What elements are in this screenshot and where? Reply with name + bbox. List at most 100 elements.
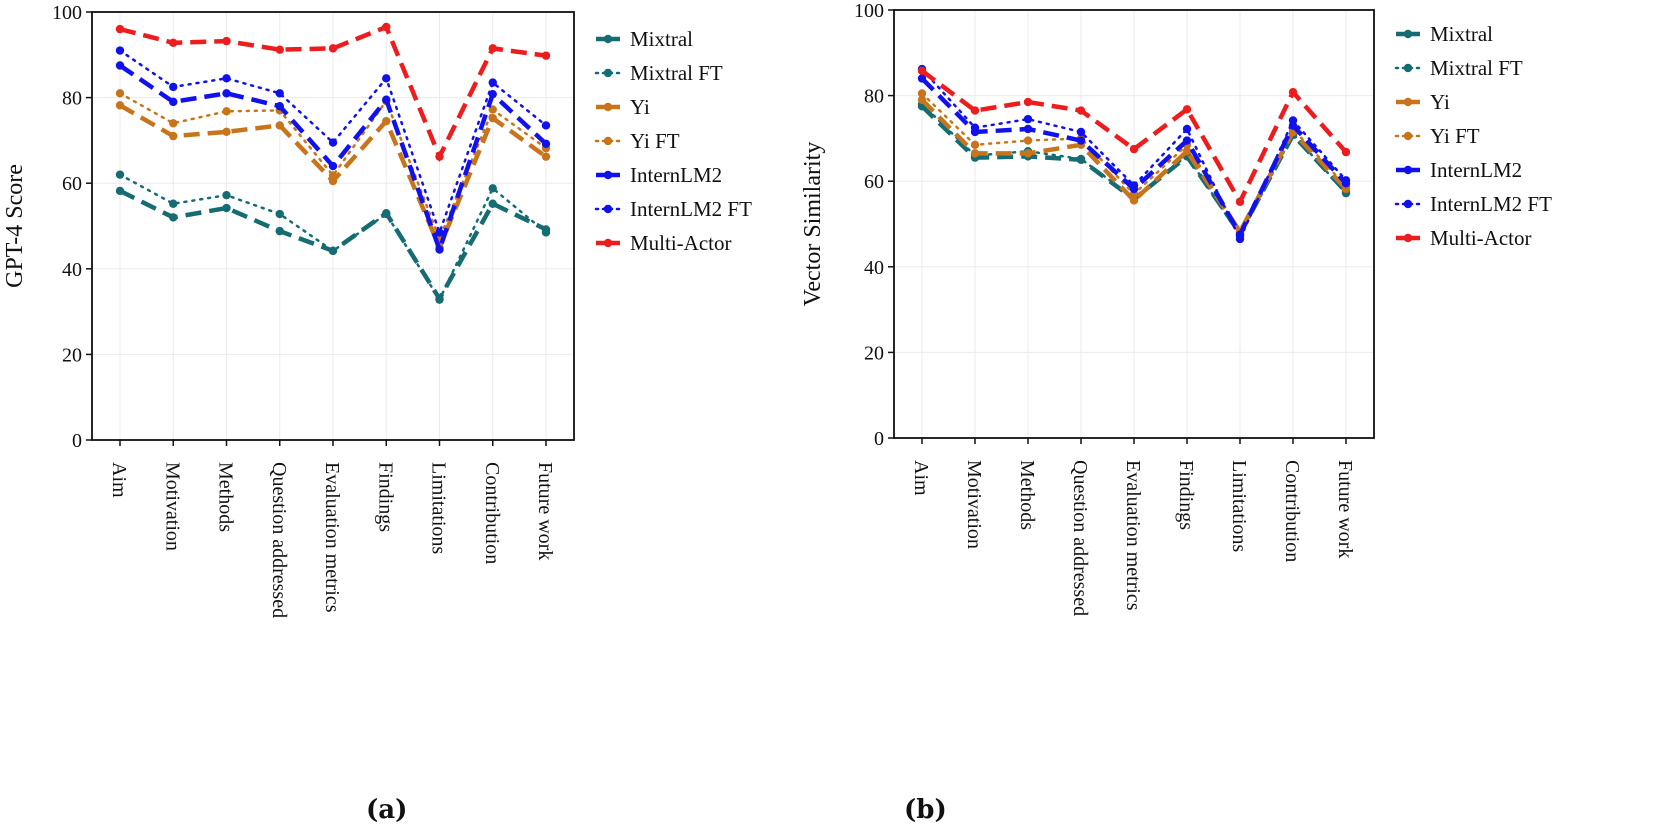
- legend-label-multi-actor: Multi-Actor: [1430, 226, 1531, 250]
- data-point-internlm2-ft: [488, 78, 497, 87]
- data-point-internlm2-ft: [1341, 176, 1351, 185]
- data-point-yi: [1023, 149, 1033, 158]
- data-point-internlm2: [917, 74, 927, 83]
- y-tick-label: 80: [864, 86, 884, 108]
- legend-b: Mixtral Mixtral FT Yi Yi FT InternLM2 InternL…: [1394, 22, 1552, 250]
- data-point-internlm2: [1076, 136, 1086, 145]
- data-point-internlm2-ft: [1182, 124, 1192, 134]
- data-point-internlm2: [1182, 136, 1192, 145]
- data-point-internlm2-ft: [435, 228, 444, 237]
- data-point-yi: [169, 131, 178, 141]
- data-point-multi-actor: [275, 45, 284, 54]
- data-point-internlm2-ft: [328, 138, 338, 147]
- data-point-yi: [970, 149, 980, 158]
- x-tick-label-limitations: Limitations: [428, 462, 450, 554]
- data-point-internlm2: [222, 89, 231, 98]
- data-point-multi-actor: [488, 44, 497, 53]
- data-point-internlm2-ft: [970, 123, 980, 132]
- data-point-multi-actor: [1341, 147, 1351, 157]
- chart-panel-a: 0 20 40 60 80 100 Aim Motivation Methods Question…: [2, 2, 575, 618]
- data-point-yi-ft: [222, 107, 231, 116]
- data-point-internlm2-ft: [1023, 114, 1033, 124]
- data-point-internlm2-ft: [115, 46, 125, 55]
- legend-marker-internlm2-ft: [603, 204, 613, 214]
- y-tick-label: 60: [62, 173, 82, 195]
- data-point-mixtral-ft: [1076, 154, 1086, 164]
- series-mixtral-ft: [115, 170, 551, 304]
- data-point-multi-actor: [1182, 105, 1192, 114]
- legend-label-mixtral: Mixtral: [1430, 22, 1493, 46]
- data-point-yi: [1129, 196, 1139, 205]
- data-point-internlm2: [382, 95, 391, 104]
- x-tick-label-future-work: Future work: [1334, 460, 1356, 558]
- legend-label-yi: Yi: [1430, 90, 1450, 114]
- legend-label-internlm2: InternLM2: [630, 163, 722, 187]
- data-point-internlm2-ft: [541, 121, 551, 130]
- data-point-mixtral-ft: [541, 228, 551, 237]
- data-point-multi-actor: [435, 152, 444, 161]
- series-line-internlm2-ft: [920, 67, 1348, 242]
- data-point-mixtral: [169, 213, 178, 222]
- y-axis-title: GPT-4 Score: [2, 164, 28, 288]
- data-point-yi-ft: [328, 171, 338, 180]
- series-internlm2: [115, 61, 551, 257]
- y-tick-label: 0: [72, 430, 82, 452]
- series-line-multi-actor: [920, 68, 1348, 207]
- series-multi-actor: [115, 22, 551, 163]
- legend-marker-mixtral: [1403, 29, 1413, 39]
- legend-label-multi-actor: Multi-Actor: [630, 231, 731, 255]
- data-point-multi-actor: [1076, 106, 1086, 115]
- legend-marker-internlm2: [603, 170, 613, 180]
- data-point-mixtral: [222, 203, 231, 213]
- x-tick-label-methods: Methods: [215, 462, 237, 532]
- series-line-multi-actor: [119, 24, 547, 163]
- legend-label-yi: Yi: [630, 95, 650, 119]
- y-tick-label: 20: [62, 344, 82, 366]
- data-point-mixtral-ft: [115, 170, 125, 179]
- data-point-mixtral: [115, 186, 125, 196]
- series-internlm2-ft: [115, 46, 551, 237]
- data-point-yi: [222, 127, 231, 137]
- x-tick-label-aim: Aim: [108, 462, 130, 498]
- data-point-yi-ft: [169, 119, 178, 128]
- legend-marker-internlm2: [1403, 165, 1413, 175]
- x-tick-label-evaluation-metrics: Evaluation metrics: [321, 462, 343, 613]
- legend-marker-internlm2-ft: [1403, 199, 1413, 209]
- data-point-internlm2: [435, 245, 444, 254]
- data-point-yi: [917, 95, 927, 105]
- data-point-internlm2: [115, 61, 125, 70]
- x-tick-label-question-addressed: Question addressed: [1069, 460, 1091, 616]
- legend-label-mixtral: Mixtral: [630, 27, 693, 51]
- data-point-multi-actor: [1129, 144, 1139, 154]
- legend-label-yi-ft: Yi FT: [1430, 124, 1480, 148]
- data-point-multi-actor: [970, 106, 980, 115]
- x-tick-label-findings: Findings: [1175, 460, 1197, 530]
- caption-b: (b): [904, 795, 947, 825]
- y-tick-label: 100: [52, 2, 82, 24]
- series-line-mixtral-ft: [920, 102, 1348, 239]
- x-tick-label-limitations: Limitations: [1228, 460, 1250, 552]
- legend-marker-yi-ft: [603, 136, 613, 146]
- data-point-mixtral-ft: [169, 199, 178, 208]
- legend-label-internlm2-ft: InternLM2 FT: [1430, 192, 1552, 216]
- data-point-multi-actor: [1235, 197, 1245, 206]
- legend-marker-yi-ft: [1403, 131, 1413, 141]
- legend-marker-yi: [603, 102, 613, 112]
- x-tick-label-findings: Findings: [374, 462, 396, 532]
- legend-marker-multi-actor: [603, 238, 613, 248]
- data-point-multi-actor: [1288, 87, 1298, 97]
- data-point-yi: [275, 121, 284, 130]
- y-tick-label: 40: [62, 259, 82, 281]
- x-tick-label-contribution: Contribution: [481, 462, 503, 564]
- y-tick-label: 0: [874, 428, 884, 450]
- series-multi-actor: [917, 66, 1351, 207]
- x-tick-label-motivation: Motivation: [963, 460, 985, 549]
- data-point-yi: [541, 152, 551, 161]
- x-tick-label-aim: Aim: [910, 460, 932, 496]
- x-tick-label-question-addressed: Question addressed: [268, 462, 290, 618]
- data-point-multi-actor: [328, 44, 338, 53]
- legend-marker-mixtral: [603, 34, 613, 44]
- y-tick-label: 80: [62, 88, 82, 110]
- x-tick-label-future-work: Future work: [534, 462, 556, 560]
- data-point-multi-actor: [541, 51, 551, 60]
